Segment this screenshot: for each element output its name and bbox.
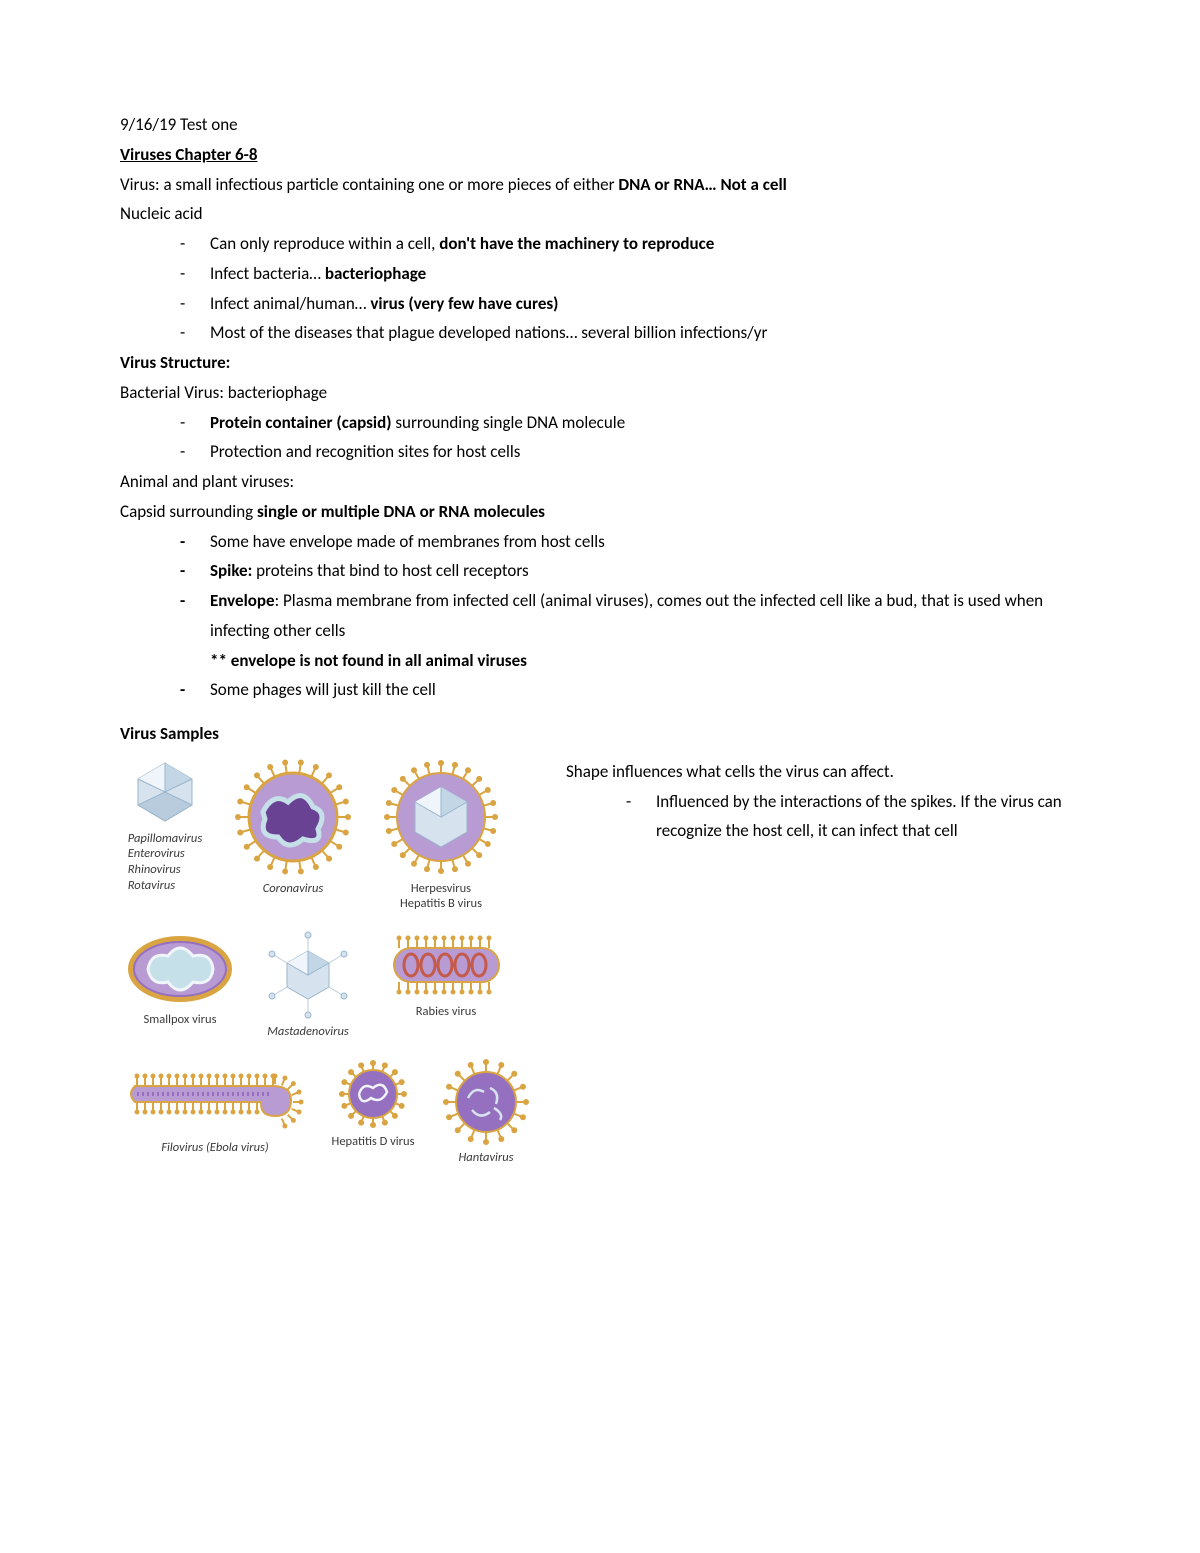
li-pre: Most of the diseases that plague develop… <box>210 322 767 343</box>
virus-papilloma: Papillomavirus Enterovirus Rhinovirus Ro… <box>120 757 210 894</box>
herpesvirus-icon <box>381 757 501 877</box>
li-pre: Protection and recognition sites for hos… <box>210 441 520 462</box>
li-pre: Some have envelope made of membranes fro… <box>210 531 605 552</box>
list-item: Spike: proteins that bind to host cell r… <box>180 556 1080 586</box>
date-line: 9/16/19 Test one <box>120 110 1080 140</box>
mastadenovirus-icon <box>263 930 353 1020</box>
rabies-icon <box>379 930 514 1000</box>
list-item: Protein container (capsid) surrounding s… <box>180 408 1080 438</box>
li-pre: Can only reproduce within a cell, <box>210 233 439 254</box>
li-bold: bacteriophage <box>325 263 426 284</box>
list-item: Most of the diseases that plague develop… <box>180 318 1080 348</box>
capsid-pre: Capsid surrounding <box>120 501 257 522</box>
li-text: Influenced by the interactions of the sp… <box>656 791 1062 842</box>
virus-label: Smallpox virus <box>144 1012 217 1028</box>
list-item: Some have envelope made of membranes fro… <box>180 527 1080 557</box>
animal-heading: Animal and plant viruses: <box>120 467 1080 497</box>
intro-line: Virus: a small infectious particle conta… <box>120 170 1080 200</box>
samples-right-column: Shape influences what cells the virus ca… <box>566 757 1080 1166</box>
capsid-list-2: Some phages will just kill the cell <box>120 675 1080 705</box>
list-item: Can only reproduce within a cell, don't … <box>180 229 1080 259</box>
list-item: Influenced by the interactions of the sp… <box>626 787 1080 847</box>
shape-list: Influenced by the interactions of the sp… <box>566 787 1080 847</box>
shape-influence-text: Shape influences what cells the virus ca… <box>566 757 1080 787</box>
nucleic-heading: Nucleic acid <box>120 199 1080 229</box>
li-post: : Plasma membrane from infected cell (an… <box>210 590 1043 641</box>
hantavirus-icon <box>442 1058 530 1146</box>
capsid-line: Capsid surrounding single or multiple DN… <box>120 497 1080 527</box>
virus-label: Hepatitis D virus <box>332 1134 415 1150</box>
li-bold: Protein container (capsid) <box>210 412 395 433</box>
virus-herpes: Herpesvirus Hepatitis B virus <box>376 757 506 912</box>
li-bold: don't have the machinery to reproduce <box>439 233 714 254</box>
intro-prefix: Virus: a small infectious particle conta… <box>120 174 618 195</box>
virus-label: Mastadenovirus <box>267 1024 348 1040</box>
structure-heading: Virus Structure: <box>120 348 1080 378</box>
envelope-note: ** envelope is not found in all animal v… <box>120 646 1080 676</box>
nucleic-list: Can only reproduce within a cell, don't … <box>120 229 1080 348</box>
hepatitis-d-icon <box>337 1058 409 1130</box>
filovirus-icon <box>123 1058 308 1136</box>
li-pre: Infect animal/human… <box>210 293 370 314</box>
virus-label: Coronavirus <box>263 881 324 897</box>
bacterial-heading: Bacterial Virus: bacteriophage <box>120 378 1080 408</box>
li-bold: virus (very few have cures) <box>370 293 558 314</box>
list-item: Infect bacteria… bacteriophage <box>180 259 1080 289</box>
virus-filo: Filovirus (Ebola virus) <box>120 1058 310 1156</box>
virus-label: Herpesvirus Hepatitis B virus <box>400 881 482 912</box>
list-item: Protection and recognition sites for hos… <box>180 437 1080 467</box>
virus-smallpox: Smallpox virus <box>120 930 240 1028</box>
samples-heading: Virus Samples <box>120 719 1080 749</box>
virus-label: Filovirus (Ebola virus) <box>161 1140 268 1156</box>
list-item: Infect animal/human… virus (very few hav… <box>180 289 1080 319</box>
virus-rabies: Rabies virus <box>376 930 516 1020</box>
list-item: Envelope: Plasma membrane from infected … <box>180 586 1080 646</box>
bacterial-list: Protein container (capsid) surrounding s… <box>120 408 1080 468</box>
smallpox-icon <box>123 930 238 1008</box>
chapter-title: Viruses Chapter 6-8 <box>120 140 1080 170</box>
li-post: proteins that bind to host cell receptor… <box>256 560 529 581</box>
coronavirus-icon <box>233 757 353 877</box>
li-pre: Some phages will just kill the cell <box>210 679 436 700</box>
list-item: Some phages will just kill the cell <box>180 675 1080 705</box>
capsid-list: Some have envelope made of membranes fro… <box>120 527 1080 646</box>
virus-corona: Coronavirus <box>228 757 358 897</box>
virus-label: Papillomavirus Enterovirus Rhinovirus Ro… <box>128 831 202 894</box>
li-pre: Infect bacteria… <box>210 263 325 284</box>
capsid-bold: single or multiple DNA or RNA molecules <box>257 501 545 522</box>
virus-label: Hantavirus <box>459 1150 514 1166</box>
li-post: surrounding single DNA molecule <box>395 412 625 433</box>
virus-hanta: Hantavirus <box>436 1058 536 1166</box>
virus-label: Rabies virus <box>416 1004 476 1020</box>
virus-hepd: Hepatitis D virus <box>328 1058 418 1150</box>
virus-mastadeno: Mastadenovirus <box>258 930 358 1040</box>
icosahedron-icon <box>130 757 200 827</box>
li-bold: Envelope <box>210 590 275 611</box>
intro-bold: DNA or RNA… Not a cell <box>618 174 786 195</box>
virus-diagram: Papillomavirus Enterovirus Rhinovirus Ro… <box>120 757 536 1166</box>
li-bold: Spike: <box>210 560 256 581</box>
